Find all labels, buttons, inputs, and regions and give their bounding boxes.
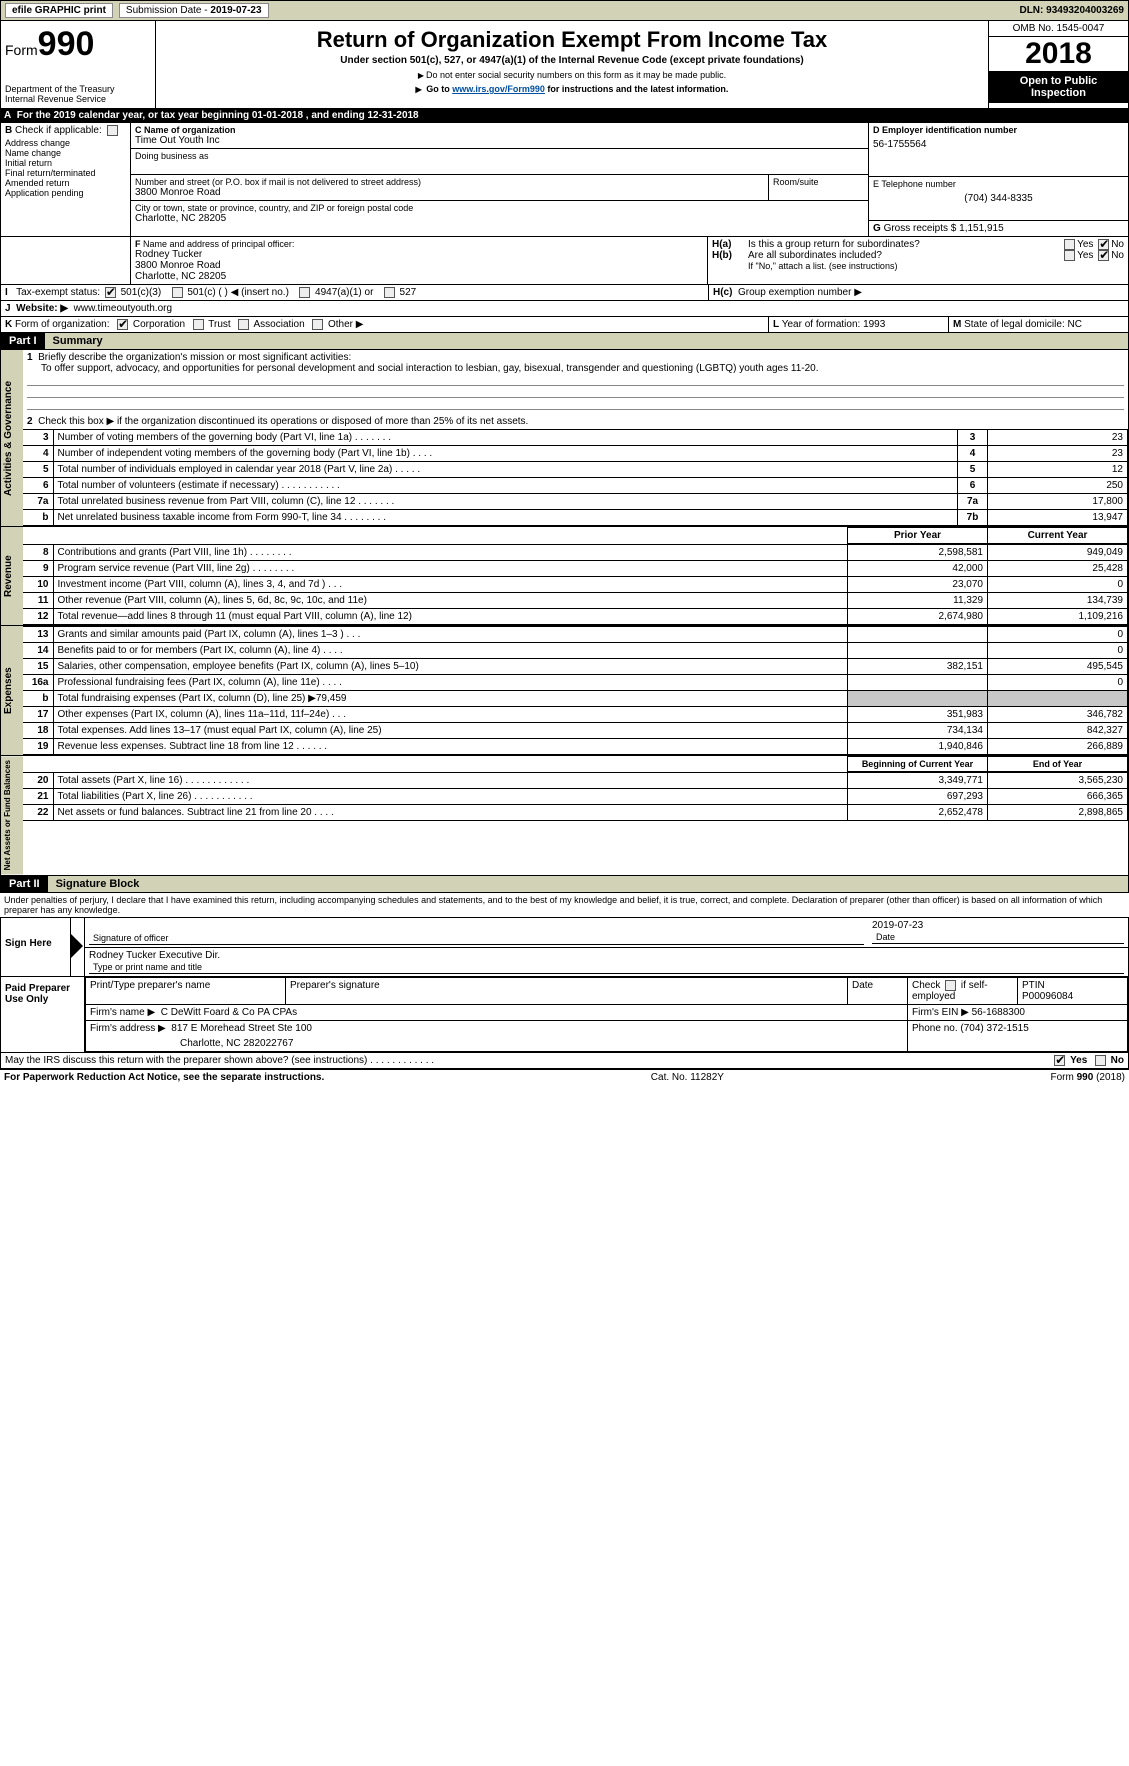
form-id-block: Form990 Department of the Treasury Inter… [1, 21, 156, 108]
sign-block: Sign Here Signature of officer 2019-07-2… [0, 917, 1129, 977]
revenue-header: Prior Year Current Year [23, 527, 1128, 544]
section-c: C Name of organization Time Out Youth In… [131, 123, 868, 236]
section-revenue-label: Revenue [1, 527, 23, 625]
section-j: J Website: ▶ www.timeoutyouth.org [1, 301, 1128, 316]
activities-table: 3Number of voting members of the governi… [23, 429, 1128, 526]
period-band: A For the 2019 calendar year, or tax yea… [0, 108, 1129, 123]
net-header: Beginning of Current Year End of Year [23, 756, 1128, 772]
discuss-row: May the IRS discuss this return with the… [0, 1053, 1129, 1069]
dln: DLN: 93493204003269 [1019, 5, 1124, 16]
section-expenses-label: Expenses [1, 626, 23, 755]
section-deg: D Employer identification number 56-1755… [868, 123, 1128, 236]
form-title: Return of Organization Exempt From Incom… [160, 27, 984, 53]
section-net-label: Net Assets or Fund Balances [1, 756, 23, 874]
page-footer: For Paperwork Reduction Act Notice, see … [0, 1069, 1129, 1085]
section-h: H(a)Is this a group return for subordina… [708, 237, 1128, 284]
section-b: B Check if applicable: Address change Na… [1, 123, 131, 236]
form-title-block: Return of Organization Exempt From Incom… [156, 21, 988, 108]
submission-block: Submission Date - 2019-07-23 [119, 3, 269, 18]
perjury-text: Under penalties of perjury, I declare th… [0, 893, 1129, 917]
part1-header: Part ISummary [0, 333, 1129, 350]
efile-label: efile GRAPHIC print [5, 3, 113, 18]
paid-preparer-block: Paid Preparer Use Only Print/Type prepar… [0, 977, 1129, 1053]
section-k: K Form of organization: Corporation Trus… [1, 317, 768, 332]
section-i: I Tax-exempt status: 501(c)(3) 501(c) ( … [1, 285, 708, 300]
irs-link[interactable]: www.irs.gov/Form990 [452, 84, 545, 94]
section-activities-label: Activities & Governance [1, 350, 23, 526]
expenses-table: 13Grants and similar amounts paid (Part … [23, 626, 1128, 755]
top-bar: efile GRAPHIC print Submission Date - 20… [0, 0, 1129, 21]
revenue-table: 8Contributions and grants (Part VIII, li… [23, 544, 1128, 625]
section-f: F Name and address of principal officer:… [131, 237, 708, 284]
part2-header: Part IISignature Block [0, 876, 1129, 893]
year-block: OMB No. 1545-0047 2018 Open to Public In… [988, 21, 1128, 108]
net-table: 20Total assets (Part X, line 16) . . . .… [23, 772, 1128, 821]
